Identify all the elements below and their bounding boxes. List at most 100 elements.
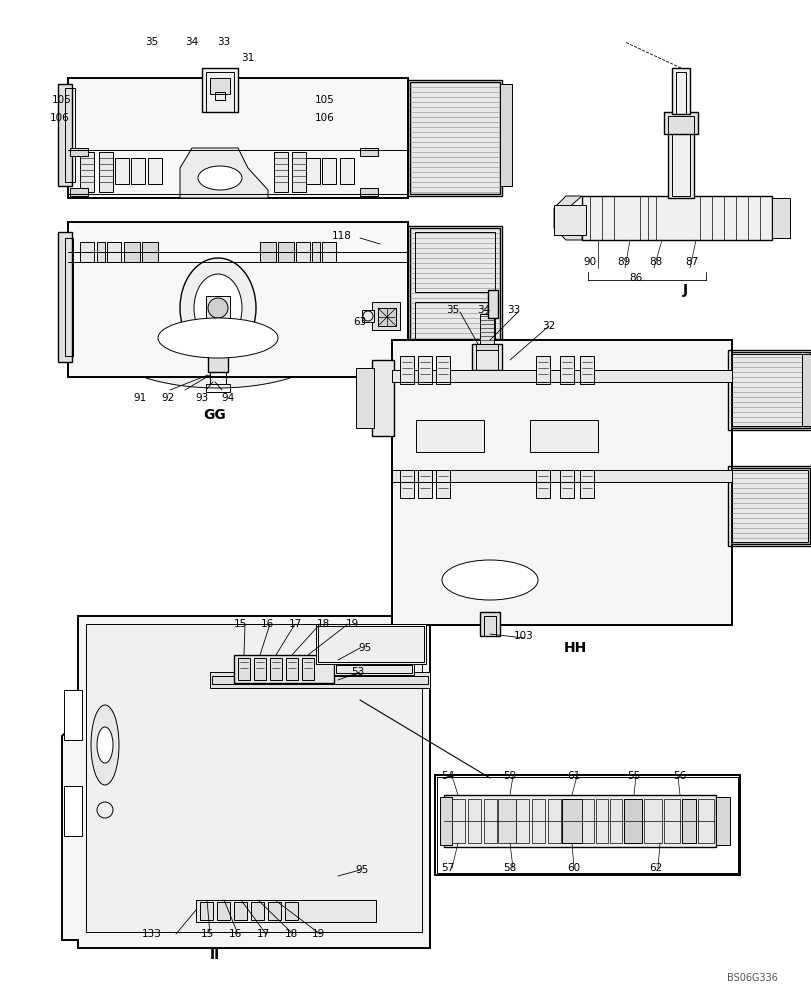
Bar xyxy=(362,310,374,322)
Text: 54: 54 xyxy=(441,771,454,781)
Text: 93: 93 xyxy=(195,393,208,403)
Bar xyxy=(115,158,129,184)
Bar xyxy=(142,242,158,262)
Bar xyxy=(277,242,294,262)
Bar xyxy=(254,658,266,680)
Polygon shape xyxy=(62,616,430,948)
Text: 15: 15 xyxy=(200,929,213,939)
Bar xyxy=(475,344,497,350)
Bar xyxy=(212,676,427,684)
Bar xyxy=(64,786,82,836)
Bar xyxy=(251,902,264,920)
Text: 16: 16 xyxy=(228,929,242,939)
Text: BS06G336: BS06G336 xyxy=(726,973,776,983)
Text: J: J xyxy=(681,283,687,297)
Bar xyxy=(200,902,212,920)
Bar xyxy=(727,466,811,546)
Bar xyxy=(515,799,528,843)
Text: 19: 19 xyxy=(311,929,324,939)
Text: 62: 62 xyxy=(649,863,662,873)
Bar xyxy=(285,658,298,680)
Text: 35: 35 xyxy=(145,37,158,47)
Bar xyxy=(561,799,581,843)
Text: 35: 35 xyxy=(446,305,459,315)
Bar xyxy=(727,350,811,430)
Bar xyxy=(195,900,375,922)
Text: 34: 34 xyxy=(185,37,199,47)
Bar xyxy=(208,356,228,372)
Bar xyxy=(333,663,414,675)
Bar xyxy=(483,616,496,636)
Bar xyxy=(560,356,573,384)
Bar xyxy=(400,356,414,384)
Bar xyxy=(392,470,731,482)
Text: 105: 105 xyxy=(315,95,334,105)
Text: 63: 63 xyxy=(353,317,367,327)
Bar xyxy=(217,902,230,920)
Polygon shape xyxy=(553,196,581,240)
Bar xyxy=(58,232,72,362)
Bar xyxy=(479,314,493,346)
Bar xyxy=(260,242,276,262)
Text: 15: 15 xyxy=(233,619,247,629)
Text: 87: 87 xyxy=(684,257,697,267)
Text: 61: 61 xyxy=(567,771,580,781)
Bar xyxy=(392,340,731,625)
Bar xyxy=(436,777,737,873)
Bar xyxy=(415,420,483,452)
Text: 106: 106 xyxy=(315,113,334,123)
Bar xyxy=(497,799,515,843)
Text: 34: 34 xyxy=(477,305,490,315)
Bar xyxy=(715,797,729,845)
Polygon shape xyxy=(98,338,337,388)
Bar xyxy=(467,799,480,843)
Bar xyxy=(414,232,495,292)
Bar xyxy=(436,356,449,384)
Text: 18: 18 xyxy=(284,929,298,939)
Ellipse shape xyxy=(91,705,119,785)
Bar xyxy=(206,296,230,320)
Text: 59: 59 xyxy=(503,771,516,781)
Bar xyxy=(355,368,374,428)
Bar xyxy=(581,799,594,843)
Bar xyxy=(322,158,336,184)
Bar xyxy=(210,372,225,384)
Bar xyxy=(667,116,693,134)
Ellipse shape xyxy=(441,560,538,600)
Text: 57: 57 xyxy=(441,863,454,873)
Bar xyxy=(285,902,298,920)
Text: 105: 105 xyxy=(52,95,72,105)
Text: 94: 94 xyxy=(221,393,234,403)
Bar xyxy=(318,626,423,662)
Bar xyxy=(268,902,281,920)
Text: 90: 90 xyxy=(583,257,596,267)
Text: 55: 55 xyxy=(627,771,640,781)
Bar xyxy=(86,624,422,932)
Bar xyxy=(378,308,396,326)
Text: 95: 95 xyxy=(358,643,371,653)
Bar xyxy=(371,360,393,436)
Bar xyxy=(535,470,549,498)
Bar xyxy=(359,148,378,156)
Text: 133: 133 xyxy=(142,929,161,939)
Bar xyxy=(731,354,807,426)
Bar xyxy=(65,88,75,182)
Bar xyxy=(97,242,105,262)
Bar xyxy=(581,196,771,240)
Bar xyxy=(234,655,333,683)
Text: HH: HH xyxy=(563,641,586,655)
Bar xyxy=(410,82,500,194)
Bar xyxy=(359,188,378,196)
Text: 17: 17 xyxy=(288,619,301,629)
Bar xyxy=(547,799,560,843)
Bar xyxy=(68,78,407,198)
Bar xyxy=(553,205,586,235)
Ellipse shape xyxy=(198,166,242,190)
Text: 56: 56 xyxy=(672,771,686,781)
Text: II: II xyxy=(209,948,220,962)
Text: 103: 103 xyxy=(513,631,533,641)
Text: 17: 17 xyxy=(256,929,269,939)
Bar xyxy=(407,226,501,372)
Bar xyxy=(681,799,695,843)
Text: 33: 33 xyxy=(217,37,230,47)
